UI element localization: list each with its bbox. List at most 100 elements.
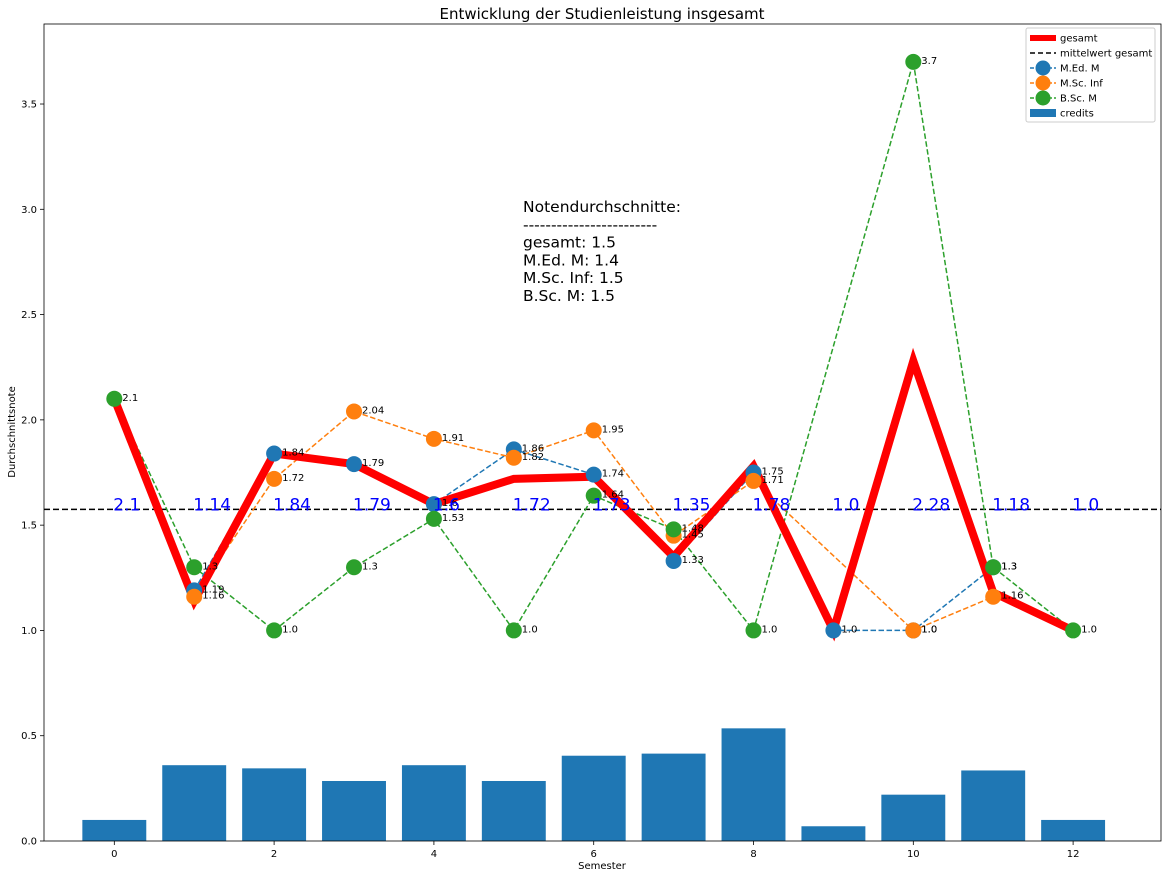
x-tick-label: 6 — [591, 849, 597, 860]
y-tick-label: 3.0 — [21, 205, 37, 216]
point-label: 1.64 — [602, 490, 624, 501]
data-point — [425, 430, 442, 447]
data-point — [346, 403, 363, 420]
point-label: 1.91 — [442, 433, 464, 444]
legend-box — [1025, 27, 1156, 123]
point-label: 1.0 — [921, 624, 937, 635]
credits-bar — [561, 755, 626, 841]
credits-bar — [82, 819, 147, 841]
x-axis-label: Semester — [578, 861, 627, 872]
x-tick-label: 2 — [271, 849, 277, 860]
data-point — [346, 456, 363, 473]
data-point — [665, 521, 682, 538]
credits-bar — [401, 765, 466, 841]
point-label: 2.1 — [122, 393, 138, 404]
data-point — [425, 510, 442, 527]
point-label: 1.45 — [682, 530, 704, 541]
point-label: 1.48 — [682, 523, 704, 534]
data-point — [745, 472, 762, 489]
legend-label: mittelwert gesamt — [1060, 49, 1152, 60]
gesamt-value-label: 1.78 — [753, 495, 791, 515]
gesamt-value-label: 2.28 — [912, 495, 950, 515]
gesamt-value-label: 1.14 — [193, 495, 231, 515]
credits-bar — [961, 770, 1026, 841]
gesamt-value-label: 1.0 — [1072, 495, 1099, 515]
point-label: 1.3 — [202, 561, 218, 572]
gesamt-value-label: 1.73 — [593, 495, 631, 515]
gesamt-value-label: 1.18 — [992, 495, 1030, 515]
point-label: 1.6 — [442, 498, 458, 509]
y-axis-label: Durchschnittsnote — [7, 386, 18, 478]
gesamt-value-label: 1.35 — [673, 495, 711, 515]
data-point — [186, 559, 203, 576]
point-label: 1.74 — [602, 469, 624, 480]
legend-marker — [1035, 90, 1051, 106]
point-label: 2.04 — [362, 405, 384, 416]
point-label: 1.79 — [362, 458, 384, 469]
annotation-line: M.Ed. M: 1.4 — [523, 251, 619, 269]
y-tick-label: 2.5 — [21, 310, 37, 321]
data-point — [266, 445, 283, 462]
credits-bar — [162, 765, 227, 841]
gesamt-value-label: 1.6 — [433, 495, 460, 515]
data-point — [665, 552, 682, 569]
data-point — [266, 622, 283, 639]
credits-bar — [1041, 819, 1106, 841]
legend-label: gesamt — [1060, 34, 1098, 45]
annotation-line: B.Sc. M: 1.5 — [523, 287, 615, 305]
y-tick-label: 1.0 — [21, 626, 37, 637]
data-point — [825, 622, 842, 639]
data-point — [585, 487, 602, 504]
point-label: 1.72 — [282, 473, 304, 484]
data-point — [905, 622, 922, 639]
point-label: 1.0 — [762, 624, 778, 635]
y-tick-label: 0.5 — [21, 731, 37, 742]
data-point — [985, 559, 1002, 576]
y-tick-label: 1.5 — [21, 521, 37, 532]
point-label: 1.33 — [682, 555, 704, 566]
legend-label: M.Ed. M — [1060, 64, 1099, 75]
legend: gesamt mittelwert gesamt M.Ed. M M.Sc. Inf B… — [1025, 27, 1156, 123]
point-label: 1.3 — [1001, 561, 1017, 572]
x-tick-label: 10 — [907, 849, 920, 860]
annotation-line: M.Sc. Inf: 1.5 — [523, 269, 624, 287]
data-point — [505, 622, 522, 639]
data-point — [585, 466, 602, 483]
average-notes-annotation: Notendurchschnitte:---------------------… — [523, 198, 681, 305]
point-label: 1.86 — [522, 443, 544, 454]
legend-handle — [1030, 109, 1056, 117]
gesamt-value-label: 1.84 — [273, 495, 311, 515]
point-label: 1.0 — [921, 624, 937, 635]
x-tick-label: 4 — [431, 849, 437, 860]
point-label: 1.84 — [282, 448, 304, 459]
series-line — [113, 61, 1074, 633]
gesamt-value-label: 1.72 — [513, 495, 551, 515]
legend-marker — [1035, 75, 1051, 91]
credits-bar — [242, 768, 307, 841]
point-label: 1.16 — [202, 591, 224, 602]
series-line — [193, 410, 994, 632]
legend-label: M.Sc. Inf — [1060, 79, 1103, 90]
data-point — [106, 390, 123, 407]
credits-bar — [481, 780, 546, 841]
data-point — [585, 422, 602, 439]
chart-title: Entwicklung der Studienleistung insgesam… — [439, 5, 764, 23]
data-point — [505, 449, 522, 466]
credits-bar — [322, 780, 386, 841]
point-label: 1.95 — [602, 424, 624, 435]
y-tick-label: 3.5 — [21, 100, 37, 111]
data-point — [425, 496, 442, 513]
x-tick-label: 8 — [750, 849, 756, 860]
point-label: 1.0 — [522, 624, 538, 635]
credits-bar — [881, 794, 946, 841]
point-label: 1.3 — [1001, 561, 1017, 572]
gesamt-value-label: 1.0 — [832, 495, 859, 515]
data-point — [985, 588, 1002, 605]
point-label: 1.53 — [442, 513, 464, 524]
x-tick-label: 12 — [1067, 849, 1080, 860]
point-label: 1.0 — [841, 624, 857, 635]
data-point — [186, 588, 203, 605]
annotation-line: gesamt: 1.5 — [523, 234, 616, 252]
x-tick-label: 0 — [111, 849, 117, 860]
